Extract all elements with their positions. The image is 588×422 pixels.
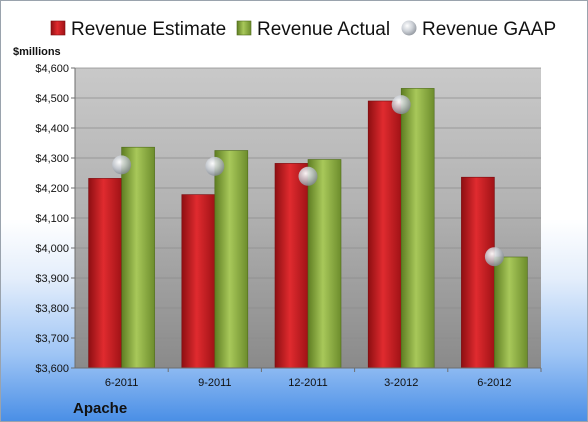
y-tick-label: $4,300 xyxy=(35,153,69,165)
x-tick-label: 6-2012 xyxy=(477,377,511,389)
x-tick-label: 6-2011 xyxy=(105,377,138,389)
y-tick-label: $4,400 xyxy=(35,123,69,135)
x-axis-ticks: 6-2011 9-2011 12-2011 3-2012 6-2012 xyxy=(105,368,542,389)
y-tick-label: $4,100 xyxy=(35,213,69,225)
y-tick-label: $4,000 xyxy=(35,243,69,255)
y-axis-unit-label: $millions xyxy=(13,46,61,58)
company-name: Apache xyxy=(73,400,127,417)
bar-revenue-estimate xyxy=(367,100,402,369)
y-tick-label: $3,600 xyxy=(35,363,69,375)
legend-marker-gaap xyxy=(401,20,417,36)
y-tick-label: $4,600 xyxy=(35,63,69,75)
legend-swatch-estimate xyxy=(50,20,66,36)
y-axis-ticks: $3,600 $3,700 $3,800 $3,900 $4,000 $4,100 $4,2… xyxy=(35,63,75,375)
x-tick-label: 9-2011 xyxy=(198,377,231,389)
marker-revenue-gaap xyxy=(298,166,318,186)
bar-revenue-actual xyxy=(214,150,249,369)
x-tick-label: 3-2012 xyxy=(384,377,418,389)
y-tick-label: $4,200 xyxy=(35,183,69,195)
marker-revenue-gaap xyxy=(112,155,132,175)
legend-label-actual: Revenue Actual xyxy=(257,19,390,40)
bar-revenue-actual xyxy=(400,88,435,369)
y-tick-label: $3,700 xyxy=(35,333,69,345)
legend-label-estimate: Revenue Estimate xyxy=(71,19,226,40)
y-tick-label: $4,500 xyxy=(35,93,69,105)
marker-revenue-gaap xyxy=(391,95,411,115)
bar-revenue-estimate xyxy=(274,163,309,369)
bar-revenue-estimate xyxy=(181,194,216,369)
y-tick-label: $3,900 xyxy=(35,273,69,285)
bar-revenue-actual xyxy=(494,256,528,369)
marker-revenue-gaap xyxy=(205,156,225,176)
bars xyxy=(88,88,528,369)
bar-revenue-actual xyxy=(307,159,342,369)
legend-swatch-actual xyxy=(236,20,252,36)
bar-revenue-estimate xyxy=(461,176,495,369)
bar-revenue-actual xyxy=(121,146,155,369)
x-tick-label: 12-2011 xyxy=(288,377,328,389)
bar-revenue-estimate xyxy=(88,178,122,369)
marker-revenue-gaap xyxy=(484,247,504,267)
legend: Revenue Estimate Revenue Actual Revenue … xyxy=(50,19,556,40)
legend-label-gaap: Revenue GAAP xyxy=(422,19,556,40)
y-tick-label: $3,800 xyxy=(35,303,69,315)
gaap-markers xyxy=(112,95,504,267)
